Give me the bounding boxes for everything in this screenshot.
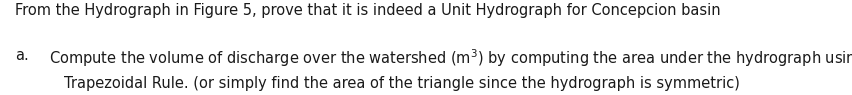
Text: Trapezoidal Rule. (or simply find the area of the triangle since the hydrograph : Trapezoidal Rule. (or simply find the ar… — [64, 76, 740, 91]
Text: Compute the volume of discharge over the watershed (m$^3$) by computing the area: Compute the volume of discharge over the… — [49, 48, 852, 69]
Text: a.: a. — [15, 48, 29, 63]
Text: From the Hydrograph in Figure 5, prove that it is indeed a Unit Hydrograph for C: From the Hydrograph in Figure 5, prove t… — [15, 3, 721, 18]
